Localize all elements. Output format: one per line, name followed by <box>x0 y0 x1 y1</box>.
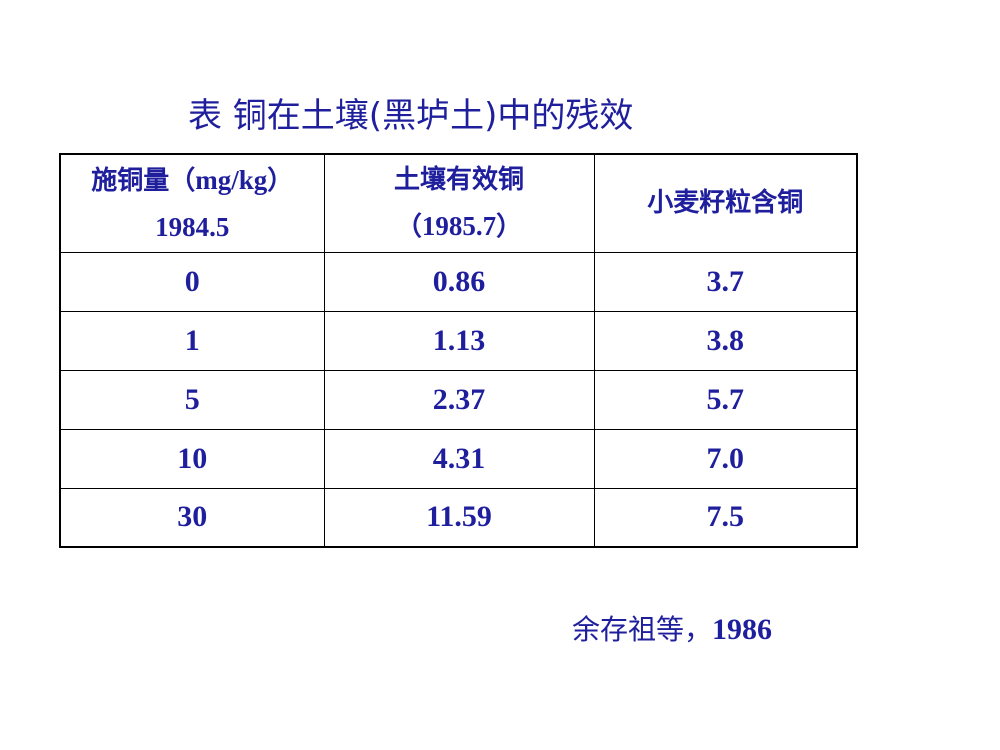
table-cell: 3.7 <box>593 251 858 312</box>
table-cell: 11.59 <box>323 487 595 548</box>
table-cell: 4.31 <box>323 428 595 489</box>
table-cell: 1 <box>59 310 325 371</box>
header-unit: mg/kg <box>195 164 268 195</box>
header-label: 小麦籽粒含铜 <box>647 188 804 219</box>
header-date: 1984.5 <box>155 211 230 242</box>
page-title: 表 铜在土壤(黑垆土)中的残效 <box>188 96 634 136</box>
citation-author: 余存祖等， <box>572 613 713 646</box>
citation-year: 1986 <box>712 613 773 646</box>
header-bracket: ） <box>267 165 294 196</box>
table-cell: 5.7 <box>593 369 858 430</box>
header-cell-soil-available-copper: 土壤有效铜 （1985.7） <box>323 153 595 253</box>
table-row: 10 4.31 7.0 <box>59 428 858 489</box>
table-row: 5 2.37 5.7 <box>59 369 858 430</box>
table-cell: 2.37 <box>323 369 595 430</box>
header-label: 施铜量（ <box>91 165 196 196</box>
table-cell: 30 <box>59 487 325 548</box>
table-cell: 1.13 <box>323 310 595 371</box>
table-cell: 10 <box>59 428 325 489</box>
header-bracket: （ <box>395 211 422 242</box>
table-row: 30 11.59 7.5 <box>59 487 858 548</box>
table-cell: 7.0 <box>593 428 858 489</box>
table-cell: 5 <box>59 369 325 430</box>
table-header-row: 施铜量（mg/kg） 1984.5 土壤有效铜 （1985.7） 小麦籽粒含铜 <box>59 153 858 253</box>
header-cell-grain-copper: 小麦籽粒含铜 <box>593 153 858 253</box>
table-cell: 0.86 <box>323 251 595 312</box>
table-cell: 3.8 <box>593 310 858 371</box>
header-label: 土壤有效铜 <box>393 164 524 195</box>
table-row: 1 1.13 3.8 <box>59 310 858 371</box>
citation: 余存祖等，1986 <box>572 608 772 652</box>
data-table: 施铜量（mg/kg） 1984.5 土壤有效铜 （1985.7） 小麦籽粒含铜 … <box>59 153 858 548</box>
table-row: 0 0.86 3.7 <box>59 251 858 312</box>
table-cell: 0 <box>59 251 325 312</box>
header-date: 1985.7 <box>421 210 497 241</box>
table-cell: 7.5 <box>593 487 858 548</box>
header-bracket: ） <box>496 211 523 242</box>
header-cell-copper-applied: 施铜量（mg/kg） 1984.5 <box>59 153 325 253</box>
